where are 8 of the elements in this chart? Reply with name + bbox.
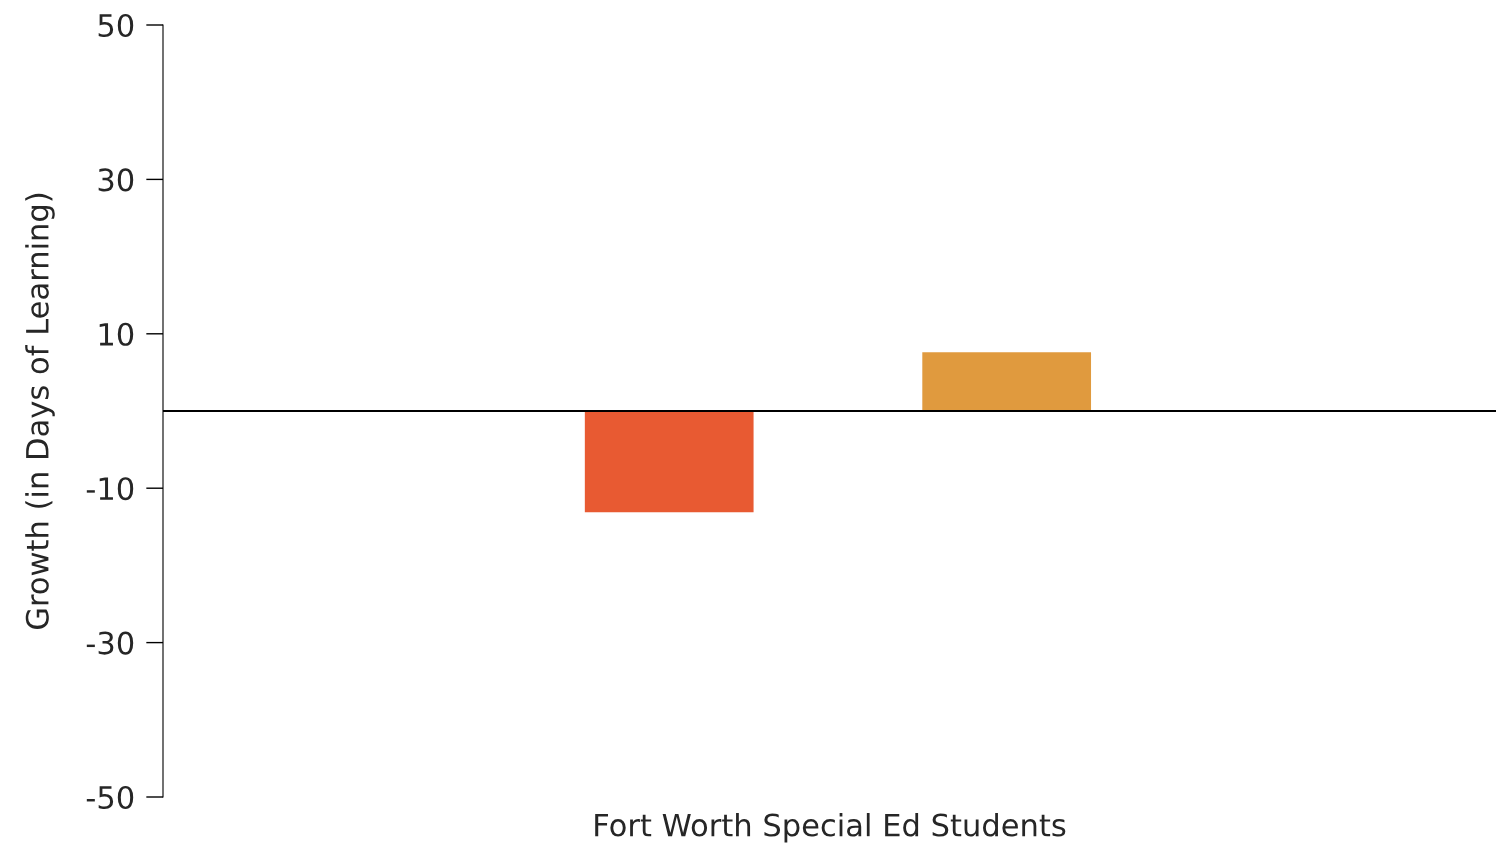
y-tick-label: 50: [98, 13, 134, 38]
x-axis-title: Fort Worth Special Ed Students: [595, 812, 1066, 843]
y-tick-label: 30: [98, 168, 134, 192]
y-tick-label: 10: [99, 322, 134, 346]
y-tick-label: -30: [86, 631, 134, 655]
y-tick-label: -50: [86, 785, 134, 810]
y-axis-title: Growth (in Days of Learning): [25, 193, 55, 630]
y-tick-label: -10: [86, 477, 134, 501]
